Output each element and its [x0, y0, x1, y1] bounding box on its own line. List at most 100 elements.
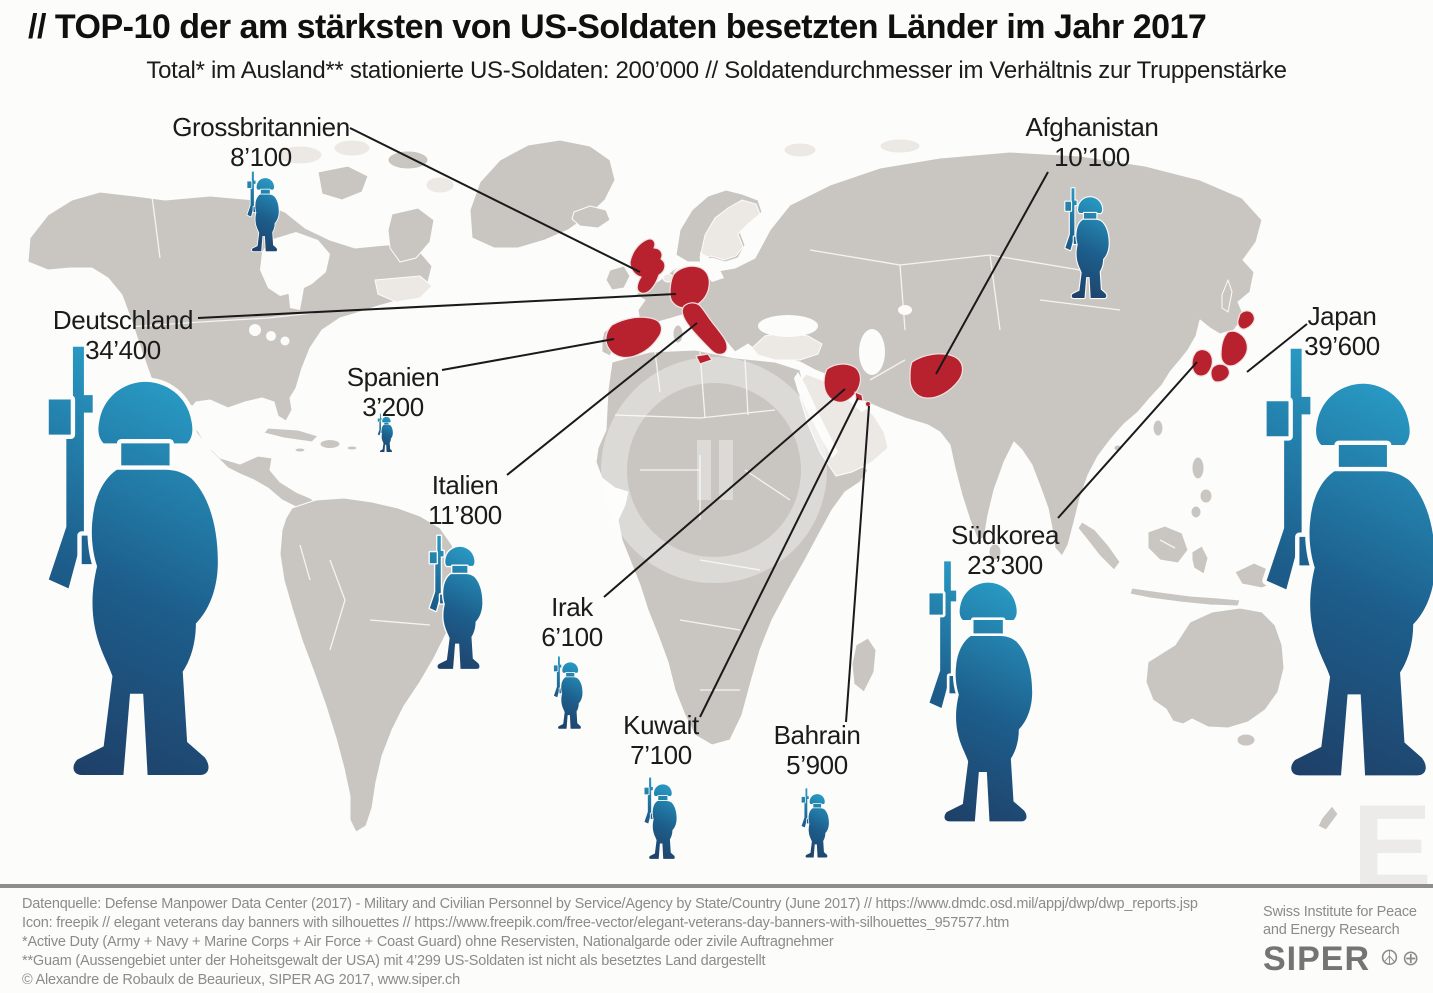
- country-name: Italien: [431, 470, 499, 500]
- callout-irak: [603, 388, 846, 598]
- label-italien: Italien 11’800: [428, 470, 502, 530]
- country-italien-sicily: [695, 353, 713, 365]
- svg-text:E: E: [1352, 780, 1432, 914]
- aral-sea: [898, 305, 912, 315]
- hispaniola: [319, 439, 341, 449]
- black-sea: [758, 315, 818, 337]
- country-name: Afghanistan: [1025, 112, 1159, 142]
- greenland: [469, 139, 616, 249]
- footer-divider: [0, 884, 1433, 888]
- footer-line-active: *Active Duty (Army + Navy + Marine Corps…: [22, 934, 834, 950]
- label-irak: Irak 6’100: [541, 592, 603, 652]
- country-value: 3’200: [362, 392, 424, 422]
- highlighted-countries: [605, 238, 1256, 408]
- soldier-deutschland: [49, 347, 218, 775]
- footer-line-copyright: © Alexandre de Robaulx de Beaurieux, SIP…: [22, 972, 460, 988]
- label-grossbritannien: Grossbritannien 8’100: [172, 112, 350, 172]
- country-value: 6’100: [541, 622, 603, 652]
- arctic-light-1: [277, 145, 323, 165]
- footer-notes: Datenquelle: Defense Manpower Data Cente…: [22, 895, 1242, 990]
- footer-line-icon: Icon: freepik // elegant veterans day ba…: [22, 915, 1010, 931]
- ireland: [605, 265, 631, 291]
- country-name: Bahrain: [773, 720, 861, 750]
- country-bahrain: [864, 400, 872, 408]
- caspian-sea: [859, 329, 885, 375]
- great-lake-1: [249, 324, 261, 336]
- callout-japan: [1246, 323, 1308, 373]
- soldier-suedkorea: [930, 561, 1033, 821]
- siper-logo-block: Swiss Institute for Peace and Energy Res…: [1263, 903, 1423, 976]
- page-subtitle: Total* im Ausland** stationierte US-Sold…: [146, 57, 1287, 84]
- philippines-2: [1199, 488, 1213, 504]
- callout-afghanistan: [935, 171, 1049, 375]
- soldier-japan: [1267, 349, 1433, 776]
- callout-italien: [506, 322, 698, 476]
- sumatra: [1077, 521, 1121, 571]
- soldier-irak: [553, 655, 584, 730]
- label-deutschland: Deutschland 34’400: [53, 305, 194, 365]
- page-title: // TOP-10 der am stärksten von US-Soldat…: [28, 8, 1207, 46]
- country-name: Grossbritannien: [172, 112, 350, 142]
- country-japan-honshu: [1220, 330, 1248, 367]
- gulf-st-lawrence-light: [374, 275, 433, 303]
- sakhalin: [1221, 279, 1233, 313]
- soldier-kuwait: [643, 776, 678, 860]
- callout-spanien: [441, 338, 615, 371]
- madagascar: [851, 637, 877, 693]
- philippines-3: [1190, 505, 1202, 519]
- callout-suedkorea: [1057, 361, 1198, 519]
- callout-lines: [197, 127, 1308, 723]
- country-grossbritannien: [629, 238, 666, 294]
- jamaica: [294, 447, 306, 453]
- country-value: 39’600: [1304, 331, 1380, 361]
- country-irak: [823, 363, 862, 403]
- country-value: 7’100: [630, 740, 692, 770]
- country-italien: [681, 302, 728, 355]
- callout-bahrain: [845, 405, 870, 723]
- country-value: 8’100: [230, 142, 292, 172]
- arctic-light-3: [425, 176, 455, 194]
- north-america: [27, 191, 433, 513]
- arctic-island: [387, 150, 429, 170]
- siper-watermark: E: [601, 357, 1432, 914]
- siper-org-line2: and Energy Research: [1263, 922, 1400, 938]
- siper-wordmark: SIPER: [1263, 940, 1371, 978]
- country-name: Südkorea: [950, 520, 1060, 550]
- south-america: [279, 497, 463, 833]
- footer-line-source: Datenquelle: Defense Manpower Data Cente…: [22, 896, 1198, 912]
- philippines-1: [1191, 456, 1205, 480]
- soldier-bahrain: [800, 787, 830, 859]
- country-name: Spanien: [346, 362, 440, 392]
- iceland: [571, 205, 611, 229]
- country-value: 5’900: [786, 750, 848, 780]
- country-value: 11’800: [428, 500, 502, 530]
- hudson-bay: [260, 232, 330, 296]
- new-zealand: [1317, 805, 1339, 831]
- sweden-finland-light: [699, 199, 761, 261]
- country-value: 23’300: [967, 550, 1043, 580]
- label-afghanistan: Afghanistan 10’100: [1026, 112, 1159, 172]
- label-kuwait: Kuwait 7’100: [623, 710, 699, 770]
- callout-grossbritannien: [349, 127, 641, 273]
- svalbard-light: [783, 142, 817, 158]
- country-value: 34’400: [85, 335, 161, 365]
- label-bahrain: Bahrain 5’900: [774, 720, 861, 780]
- peace-earth-icons: ☮⊕: [1380, 947, 1423, 970]
- country-name: Japan: [1307, 301, 1377, 331]
- cuba: [263, 427, 319, 443]
- footer-line-guam: **Guam (Aussengebiet unter der Hoheitsge…: [22, 953, 766, 969]
- novaya-zemlya-light: [879, 138, 921, 154]
- baffin-island: [387, 207, 435, 263]
- country-deutschland: [669, 265, 710, 309]
- label-spanien: Spanien 3’200: [347, 362, 440, 422]
- victoria-island: [317, 165, 369, 201]
- label-suedkorea: Südkorea 23’300: [950, 520, 1060, 580]
- australia: [1145, 607, 1285, 729]
- country-afghanistan: [909, 353, 964, 399]
- label-japan: Japan 39’600: [1304, 301, 1380, 361]
- taiwan: [1152, 419, 1164, 437]
- sri-lanka: [988, 543, 1002, 561]
- country-japan-kyushu: [1210, 363, 1230, 383]
